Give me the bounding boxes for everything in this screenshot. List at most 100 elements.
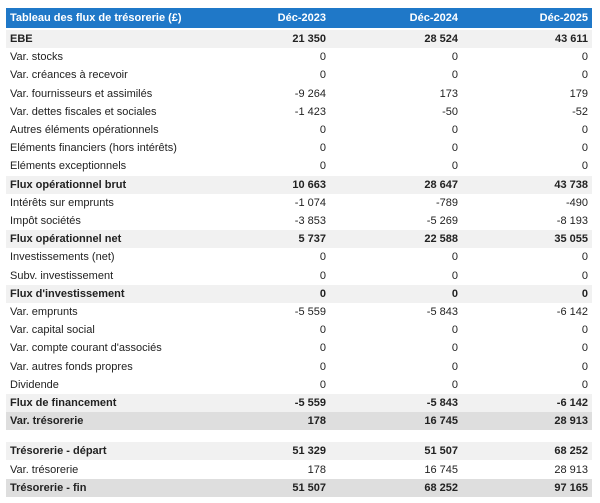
table-row: Eléments financiers (hors intérêts) 0 0 0 — [6, 139, 592, 157]
column-header: Déc-2023 — [277, 12, 326, 24]
table-row: Var. autres fonds propres 0 0 0 — [6, 358, 592, 376]
table-row: Trésorerie - départ 51 329 51 507 68 252 — [6, 442, 592, 461]
value-cell: -490 — [565, 196, 588, 209]
table-row: Var. compte courant d'associés 0 0 0 — [6, 339, 592, 357]
value-cell: 0 — [319, 124, 326, 136]
table-row: Var. dettes fiscales et sociales -1 423 -5… — [6, 103, 592, 121]
value-cell: 0 — [319, 360, 326, 373]
value-cell: 0 — [581, 269, 588, 282]
row-label: Flux opérationnel net — [10, 233, 122, 246]
table-row: Autres éléments opérationnels 0 0 0 — [6, 121, 592, 139]
table-row: Flux d'investissement 0 0 0 — [6, 284, 592, 303]
table-row: Var. créances à recevoir 0 0 0 — [6, 66, 592, 84]
value-cell: 0 — [581, 360, 588, 373]
value-cell: 0 — [451, 269, 458, 282]
value-cell: 0 — [451, 287, 458, 300]
value-cell: 43 611 — [554, 33, 588, 45]
value-cell: 28 647 — [424, 178, 458, 191]
row-label: Flux d'investissement — [10, 287, 125, 300]
value-cell: 0 — [581, 251, 588, 264]
row-label: Eléments financiers (hors intérêts) — [10, 142, 177, 155]
table-row: Dividende 0 0 0 — [6, 376, 592, 394]
value-cell: 0 — [581, 378, 588, 391]
row-label: Trésorerie - fin — [10, 481, 87, 494]
value-cell: 0 — [451, 251, 458, 264]
table-row: Var. capital social 0 0 0 — [6, 321, 592, 339]
row-label: Impôt sociétés — [10, 215, 81, 227]
column-header: Déc-2025 — [539, 12, 588, 24]
table-row: Trésorerie - fin 51 507 68 252 97 165 — [6, 478, 592, 497]
value-cell: 0 — [319, 251, 326, 264]
value-cell: 0 — [451, 378, 458, 391]
value-cell: 0 — [581, 69, 588, 82]
value-cell: 0 — [319, 342, 326, 355]
value-cell: 178 — [307, 463, 326, 476]
value-cell: 35 055 — [554, 233, 588, 246]
row-label: Autres éléments opérationnels — [10, 124, 159, 136]
value-cell: 22 588 — [424, 233, 458, 246]
value-cell: -50 — [442, 105, 458, 118]
value-cell: 51 507 — [292, 481, 326, 494]
value-cell: 16 745 — [424, 463, 458, 476]
value-cell: -1 423 — [294, 105, 326, 118]
value-cell: 0 — [451, 69, 458, 82]
value-cell: 28 524 — [424, 33, 458, 45]
table-row: Var. fournisseurs et assimilés -9 264 173 1… — [6, 85, 592, 103]
table-row: Subv. investissement 0 0 0 — [6, 267, 592, 285]
value-cell: 68 252 — [424, 481, 458, 494]
value-cell: -5 559 — [294, 397, 326, 409]
value-cell: 0 — [319, 324, 326, 337]
value-cell: 0 — [319, 51, 326, 64]
value-cell: 0 — [451, 160, 458, 173]
value-cell: -8 193 — [556, 215, 588, 227]
value-cell: 0 — [319, 142, 326, 155]
value-cell: 51 507 — [424, 445, 458, 458]
table-row: Flux opérationnel brut 10 663 28 647 43 738 — [6, 175, 592, 194]
value-cell: 0 — [581, 124, 588, 136]
table-row: Intérêts sur emprunts -1 074 -789 -490 — [6, 194, 592, 212]
value-cell: 0 — [451, 342, 458, 355]
value-cell: 0 — [581, 287, 588, 300]
value-cell: 0 — [451, 324, 458, 337]
row-label: Var. trésorerie — [10, 415, 84, 428]
value-cell: 0 — [451, 51, 458, 64]
table-row: Flux opérationnel net 5 737 22 588 35 055 — [6, 230, 592, 249]
value-cell: -52 — [572, 105, 588, 118]
table-row: EBE 21 350 28 524 43 611 — [6, 30, 592, 48]
value-cell: 0 — [319, 160, 326, 173]
row-label: Flux de financement — [10, 397, 117, 409]
value-cell: 178 — [307, 415, 326, 428]
row-label: Var. autres fonds propres — [10, 360, 133, 373]
table-row: Eléments exceptionnels 0 0 0 — [6, 157, 592, 175]
value-cell: -1 074 — [294, 196, 326, 209]
table-row: Var. stocks 0 0 0 — [6, 48, 592, 66]
row-label: Var. créances à recevoir — [10, 69, 128, 82]
value-cell: -3 853 — [294, 215, 326, 227]
row-label: Var. dettes fiscales et sociales — [10, 105, 157, 118]
row-label: Subv. investissement — [10, 269, 114, 282]
value-cell: -5 559 — [294, 306, 326, 318]
header-row: Tableau des flux de trésorerie (£) Déc-20… — [6, 8, 592, 28]
value-cell: 28 913 — [554, 463, 588, 476]
value-cell: 0 — [319, 378, 326, 391]
table-title: Tableau des flux de trésorerie (£) — [10, 12, 182, 24]
value-cell: 97 165 — [554, 481, 588, 494]
row-label: Var. compte courant d'associés — [10, 342, 162, 355]
value-cell: 0 — [581, 160, 588, 173]
value-cell: 0 — [451, 142, 458, 155]
value-cell: 179 — [569, 87, 588, 100]
row-label: Var. trésorerie — [10, 463, 79, 476]
value-cell: 68 252 — [554, 445, 588, 458]
row-label: Var. emprunts — [10, 306, 78, 318]
value-cell: 10 663 — [292, 178, 326, 191]
column-header: Déc-2024 — [409, 12, 458, 24]
table-row: Investissements (net) 0 0 0 — [6, 248, 592, 266]
row-label: Investissements (net) — [10, 251, 115, 264]
table-row: Var. trésorerie 178 16 745 28 913 — [6, 412, 592, 431]
table-row: Var. emprunts -5 559 -5 843 -6 142 — [6, 303, 592, 321]
value-cell: 5 737 — [298, 233, 326, 246]
value-cell: 21 350 — [292, 33, 326, 45]
value-cell: -789 — [435, 196, 458, 209]
value-cell: 0 — [451, 124, 458, 136]
